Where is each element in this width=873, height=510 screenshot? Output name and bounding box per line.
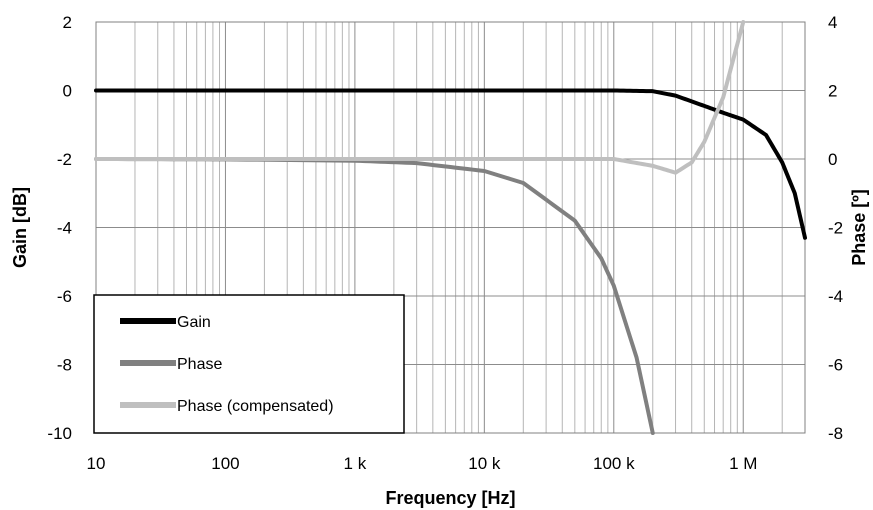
x-tick-label: 100 k <box>593 454 635 473</box>
x-axis-title: Frequency [Hz] <box>385 488 515 508</box>
series-line-phase-compensated <box>94 20 746 175</box>
y-axis-title: Gain [dB] <box>10 187 30 268</box>
legend-label: Gain <box>177 314 211 331</box>
plot-frame <box>95 21 806 434</box>
x-tick-label: 10 k <box>468 454 501 473</box>
y-tick-labels: 2 0 -2 -4 -6 -8 -10 <box>47 13 72 443</box>
x-tick-labels: 10 100 1 k 10 k 100 k 1 M <box>87 454 758 473</box>
x-tick-label: 1 M <box>729 454 757 473</box>
y2-tick-label: -4 <box>828 287 843 306</box>
y2-tick-label: 4 <box>828 13 837 32</box>
y2-tick-labels: 4 2 0 -2 -4 -6 -8 <box>828 13 843 443</box>
series-layer <box>94 20 807 435</box>
legend-label: Phase (compensated) <box>177 398 334 415</box>
legend: Gain Phase Phase (compensated) <box>93 294 405 434</box>
y2-tick-label: 0 <box>828 150 837 169</box>
y-tick-label: -8 <box>57 356 72 375</box>
x-tick-label: 10 <box>87 454 106 473</box>
y-tick-label: -2 <box>57 150 72 169</box>
y-tick-label: -6 <box>57 287 72 306</box>
legend-label: Phase <box>177 356 222 373</box>
x-tick-label: 1 k <box>344 454 367 473</box>
y-tick-label: -10 <box>47 424 72 443</box>
y2-tick-label: -6 <box>828 356 843 375</box>
y-tick-label: 2 <box>63 13 72 32</box>
series-line-gain <box>94 88 807 240</box>
y-tick-label: 0 <box>63 82 72 101</box>
y2-tick-label: -8 <box>828 424 843 443</box>
y2-axis-title: Phase [º] <box>849 189 869 266</box>
y2-tick-label: -2 <box>828 219 843 238</box>
x-tick-label: 100 <box>211 454 239 473</box>
y-tick-label: -4 <box>57 219 72 238</box>
y2-tick-label: 2 <box>828 82 837 101</box>
